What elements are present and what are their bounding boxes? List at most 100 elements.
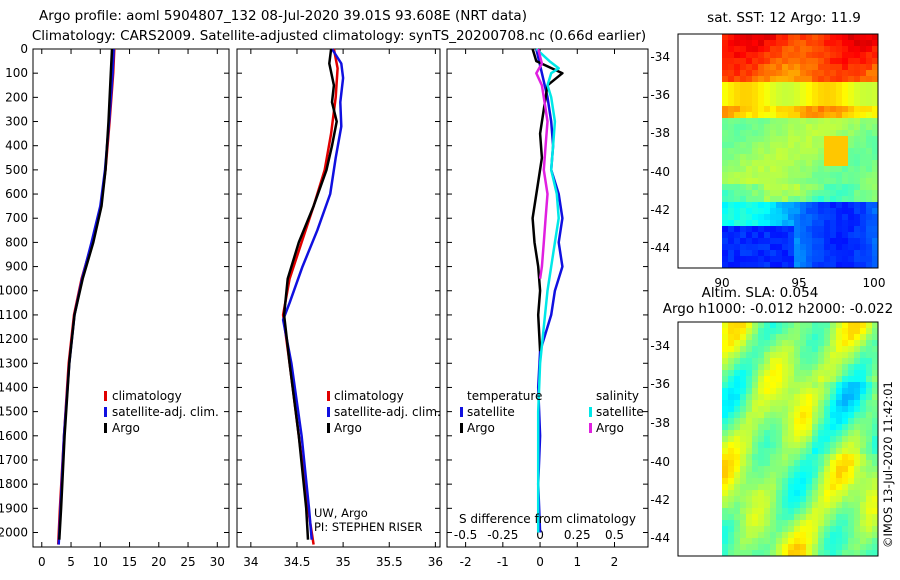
sla-cell bbox=[758, 502, 764, 508]
sst-cell bbox=[812, 130, 818, 136]
sla-cell bbox=[812, 352, 818, 358]
sst-cell bbox=[866, 112, 872, 118]
sla-cell bbox=[752, 394, 758, 400]
sst-cell bbox=[800, 244, 806, 250]
sst-cell bbox=[728, 220, 734, 226]
sst-cell bbox=[830, 208, 836, 214]
sst-cell bbox=[836, 124, 842, 130]
sst-cell bbox=[746, 250, 752, 256]
sst-cell bbox=[752, 220, 758, 226]
sla-cell bbox=[812, 418, 818, 424]
sla-cell bbox=[782, 436, 788, 442]
sst-cell bbox=[776, 256, 782, 262]
sst-cell bbox=[836, 40, 842, 46]
sla-cell bbox=[806, 478, 812, 484]
sla-cell bbox=[740, 340, 746, 346]
sla-cell bbox=[860, 394, 866, 400]
sst-cell bbox=[854, 154, 860, 160]
sst-cell bbox=[812, 226, 818, 232]
sla-cell bbox=[776, 334, 782, 340]
legend-swatch-argo bbox=[327, 423, 330, 433]
sla-cell bbox=[818, 490, 824, 496]
sla-cell bbox=[740, 334, 746, 340]
sst-cell bbox=[746, 58, 752, 64]
sla-cell bbox=[722, 430, 728, 436]
sst-cell bbox=[740, 94, 746, 100]
sla-cell bbox=[788, 406, 794, 412]
sst-cell bbox=[740, 106, 746, 112]
sst-cell bbox=[860, 262, 866, 268]
sla-cell bbox=[812, 448, 818, 454]
sst-cell bbox=[722, 166, 728, 172]
sla-cell bbox=[848, 388, 854, 394]
sst-cell bbox=[860, 70, 866, 76]
sst-cell bbox=[872, 70, 878, 76]
sst-cell bbox=[830, 166, 836, 172]
sst-cell bbox=[848, 82, 854, 88]
sla-cell bbox=[770, 412, 776, 418]
sst-cell bbox=[794, 184, 800, 190]
sst-cell bbox=[818, 214, 824, 220]
sla-cell bbox=[818, 370, 824, 376]
sst-cell bbox=[770, 244, 776, 250]
sla-cell bbox=[722, 328, 728, 334]
sst-cell bbox=[764, 136, 770, 142]
sla-cell bbox=[812, 424, 818, 430]
sla-cell bbox=[776, 412, 782, 418]
sst-cell bbox=[734, 256, 740, 262]
sla-cell bbox=[842, 442, 848, 448]
sla-cell bbox=[734, 532, 740, 538]
sst-cell bbox=[764, 88, 770, 94]
sst-cell bbox=[824, 64, 830, 70]
sla-cell bbox=[854, 388, 860, 394]
sst-cell bbox=[722, 262, 728, 268]
sla-cell bbox=[794, 544, 800, 550]
sla-cell bbox=[800, 544, 806, 550]
sst-cell bbox=[764, 130, 770, 136]
sla-cell bbox=[818, 412, 824, 418]
sla-cell bbox=[860, 502, 866, 508]
sst-cell bbox=[740, 70, 746, 76]
sla-cell bbox=[860, 430, 866, 436]
sla-cell bbox=[812, 466, 818, 472]
sla-cell bbox=[740, 406, 746, 412]
sla-cell bbox=[854, 382, 860, 388]
sst-cell bbox=[872, 82, 878, 88]
sst-cell bbox=[842, 88, 848, 94]
sst-cell bbox=[764, 214, 770, 220]
sla-cell bbox=[752, 466, 758, 472]
sla-cell bbox=[824, 418, 830, 424]
sst-cell bbox=[836, 166, 842, 172]
sla-cell bbox=[872, 484, 878, 490]
sst-cell bbox=[812, 88, 818, 94]
s-difference-label: S difference from climatology bbox=[459, 512, 636, 526]
sla-cell bbox=[734, 388, 740, 394]
sst-cell bbox=[734, 208, 740, 214]
sla-cell bbox=[734, 544, 740, 550]
sla-cell bbox=[818, 514, 824, 520]
sla-cell bbox=[722, 364, 728, 370]
sst-cell bbox=[854, 40, 860, 46]
sla-cell bbox=[794, 358, 800, 364]
sst-cell bbox=[872, 172, 878, 178]
sla-cell bbox=[842, 382, 848, 388]
sla-cell bbox=[860, 382, 866, 388]
sla-cell bbox=[812, 388, 818, 394]
sla-cell bbox=[860, 370, 866, 376]
sla-cell bbox=[746, 526, 752, 532]
sst-cell bbox=[722, 160, 728, 166]
sla-cell bbox=[728, 550, 734, 556]
sla-cell bbox=[842, 358, 848, 364]
sst-cell bbox=[788, 178, 794, 184]
sst-cell bbox=[782, 64, 788, 70]
sla-cell bbox=[782, 382, 788, 388]
sla-cell bbox=[782, 370, 788, 376]
sla-cell bbox=[740, 418, 746, 424]
x-tick-label: 2 bbox=[611, 555, 619, 569]
sst-cell bbox=[866, 184, 872, 190]
depth-tick-label: 0 bbox=[20, 42, 28, 56]
sst-cell bbox=[788, 166, 794, 172]
sst-cell bbox=[788, 34, 794, 40]
sst-cell bbox=[848, 136, 854, 142]
sst-cell bbox=[794, 34, 800, 40]
